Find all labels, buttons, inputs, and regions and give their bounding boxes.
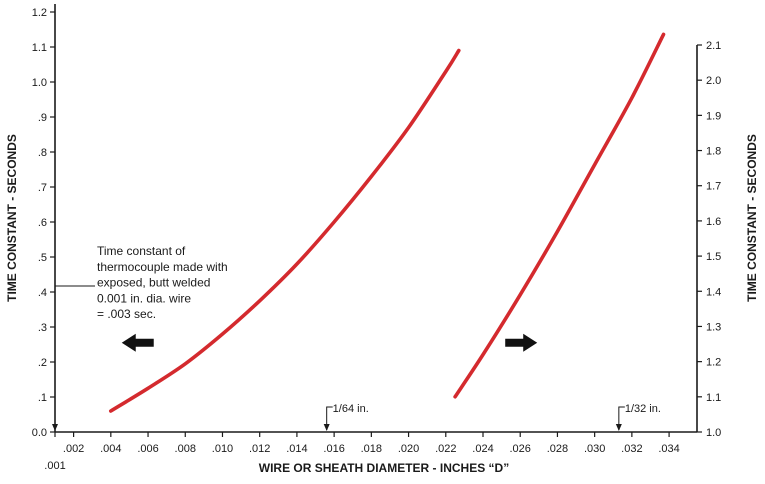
right-y-tick-label: 1.9 xyxy=(706,110,721,122)
right-y-tick-label: 1.0 xyxy=(706,427,721,439)
series-right-axis-curve xyxy=(453,32,666,399)
x-tick-label: .012 xyxy=(249,443,270,455)
marker-1-32-label: 1/32 in. xyxy=(625,403,661,415)
annotation-note-line: Time constant of xyxy=(97,244,186,258)
left-y-tick-label: 1.0 xyxy=(32,77,47,89)
left-y-tick-label: 1.2 xyxy=(32,7,47,19)
annotation-note-line: 0.001 in. dia. wire xyxy=(97,291,191,305)
x-tick-label: .018 xyxy=(361,443,382,455)
x-tick-label: .030 xyxy=(584,443,605,455)
annotation-note-line: exposed, butt welded xyxy=(97,276,210,290)
ticks: 0.0 .1 .2 .3 .4 .5 .6 .7 .8 .9 1.0 1.1 1.2 1.0 1.1 1.2 1… xyxy=(32,7,722,472)
right-y-tick-label: 1.3 xyxy=(706,321,721,333)
right-y-tick-label: 1.7 xyxy=(706,181,721,193)
x-tick-label: .014 xyxy=(286,443,307,455)
right-y-tick-label: 1.5 xyxy=(706,251,721,263)
x-tick-label: .002 xyxy=(63,443,84,455)
x-tick-label: .020 xyxy=(398,443,419,455)
annotation-note-line: = .003 sec. xyxy=(97,307,156,321)
x-tick-label: .022 xyxy=(435,443,456,455)
left-y-tick-label: .5 xyxy=(38,252,47,264)
right-y-tick-label: 1.2 xyxy=(706,357,721,369)
right-y-axis-title: TIME CONSTANT - SECONDS xyxy=(745,134,759,302)
left-axis-pointer-arrow xyxy=(121,333,154,352)
x-tick-label: .008 xyxy=(175,443,196,455)
marker-1-32-leader-line xyxy=(618,406,625,430)
x-tick-label: .034 xyxy=(658,443,679,455)
x-tick-label: .032 xyxy=(621,443,642,455)
right-y-tick-label: 1.1 xyxy=(706,392,721,404)
marker-1-64-leader-line xyxy=(326,406,333,430)
left-y-tick-label: .6 xyxy=(38,217,47,229)
x-tick-label: .024 xyxy=(472,443,493,455)
axes xyxy=(54,4,698,433)
x-tick-label: .001 xyxy=(44,460,65,472)
series xyxy=(109,32,666,413)
right-y-tick-label: 1.8 xyxy=(706,146,721,158)
x-tick-label: .026 xyxy=(510,443,531,455)
x-tick-label: .004 xyxy=(100,443,121,455)
note-leader-line xyxy=(54,285,95,430)
annotations: Time constant of thermocouple made with ex… xyxy=(52,244,661,431)
right-axis-pointer-arrow xyxy=(505,333,538,352)
x-tick-label: .010 xyxy=(212,443,233,455)
marker-1-64-label: 1/64 in. xyxy=(333,403,369,415)
x-tick-label: .006 xyxy=(137,443,158,455)
left-y-axis-title: TIME CONSTANT - SECONDS xyxy=(5,134,19,302)
left-y-tick-label: .4 xyxy=(38,287,47,299)
marker-1-32-arrowhead xyxy=(615,424,622,431)
left-y-tick-label: .3 xyxy=(38,322,47,334)
right-y-tick-label: 2.0 xyxy=(706,75,721,87)
left-y-tick-label: .1 xyxy=(38,392,47,404)
series-left-axis-curve xyxy=(109,48,461,413)
right-y-tick-label: 2.1 xyxy=(706,40,721,52)
note-leader-arrowhead xyxy=(52,424,58,431)
left-y-tick-label: 1.1 xyxy=(32,42,47,54)
left-y-tick-label: .9 xyxy=(38,112,47,124)
marker-1-64-arrowhead xyxy=(323,424,330,431)
annotation-note-line: thermocouple made with xyxy=(97,260,228,274)
left-y-tick-label: .2 xyxy=(38,357,47,369)
x-tick-label: .028 xyxy=(547,443,568,455)
x-tick-label: .016 xyxy=(323,443,344,455)
left-y-tick-label: .7 xyxy=(38,182,47,194)
right-y-tick-label: 1.4 xyxy=(706,286,721,298)
x-axis-title: WIRE OR SHEATH DIAMETER - INCHES “D” xyxy=(259,461,509,475)
left-y-tick-label: 0.0 xyxy=(32,427,47,439)
right-y-tick-label: 1.6 xyxy=(706,216,721,228)
left-y-tick-label: .8 xyxy=(38,147,47,159)
